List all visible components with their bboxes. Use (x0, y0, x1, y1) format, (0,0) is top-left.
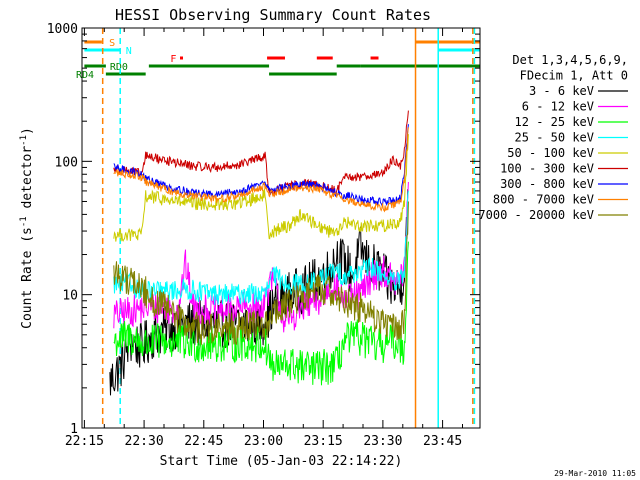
y-axis-label-part1: Count Rate (s (20, 227, 35, 329)
chart-title: HESSI Observing Summary Count Rates (115, 6, 431, 24)
series-layer (109, 110, 409, 396)
legend-entry-label: 800 - 7000 keV (493, 193, 594, 207)
y-axis-label-sup1: -1 (19, 216, 29, 227)
y-axis-label: Count Rate (s-1 detector-1) (19, 127, 35, 329)
y-axis-label-part2: detector (20, 146, 35, 217)
flag-label-rd0: RD0 (110, 62, 128, 73)
instrument-flags: SN F RD0 RD4 (76, 38, 480, 81)
x-tick-label: 22:45 (184, 434, 223, 449)
plot-frame (81, 27, 481, 429)
x-axis: 22:15 22:30 22:45 23:00 23:15 23:30 23:45 (65, 28, 463, 449)
legend-entry-label: 12 - 25 keV (515, 115, 594, 129)
legend: Det 1,3,4,5,6,9, FDecim 1, Att 03 - 6 keV… (478, 53, 628, 222)
y-tick-label: 100 (55, 155, 78, 170)
legend-entry-label: 7000 - 20000 keV (478, 208, 594, 222)
series-line-4 (113, 190, 409, 305)
series-line-8 (113, 127, 409, 213)
y-axis: 1 10 100 1000 (47, 22, 480, 437)
flag-label-f: F (170, 54, 176, 65)
x-axis-label: Start Time (05-Jan-03 22:14:22) (160, 454, 403, 469)
series-line-9 (113, 201, 409, 346)
legend-header-line: FDecim 1, Att 0 (520, 69, 628, 83)
y-axis-label-part3: ) (20, 127, 35, 135)
legend-header-line: Det 1,3,4,5,6,9, (512, 53, 628, 67)
x-tick-label: 22:30 (125, 434, 164, 449)
legend-entry-label: 25 - 50 keV (515, 131, 594, 145)
footer-timestamp: 29-Mar-2010 11:05 (554, 469, 636, 478)
series-line-5 (113, 134, 409, 242)
flag-label-n: N (126, 46, 132, 57)
y-tick-label: 10 (62, 289, 78, 304)
x-tick-label: 23:30 (363, 434, 402, 449)
series-line-6 (113, 110, 409, 197)
legend-entry-label: 100 - 300 keV (500, 162, 594, 176)
attenuator-lines (101, 28, 476, 428)
x-tick-label: 22:15 (65, 434, 104, 449)
y-axis-label-sup2: -1 (19, 135, 29, 146)
legend-entry-label: 3 - 6 keV (529, 84, 594, 98)
x-tick-label: 23:45 (423, 434, 462, 449)
legend-entry-label: 300 - 800 keV (500, 177, 594, 191)
series-line-7 (113, 124, 409, 207)
y-tick-label: 1 (70, 422, 78, 437)
legend-entry-label: 6 - 12 keV (522, 100, 594, 114)
series-line-3 (113, 241, 409, 386)
x-tick-label: 23:00 (244, 434, 283, 449)
y-tick-label: 1000 (47, 22, 78, 37)
legend-entry-label: 50 - 100 keV (507, 146, 594, 160)
flag-f-dot (180, 56, 183, 60)
flag-label-rd4: RD4 (76, 70, 94, 81)
x-tick-label: 23:15 (304, 434, 343, 449)
flag-label-s: S (109, 38, 115, 49)
